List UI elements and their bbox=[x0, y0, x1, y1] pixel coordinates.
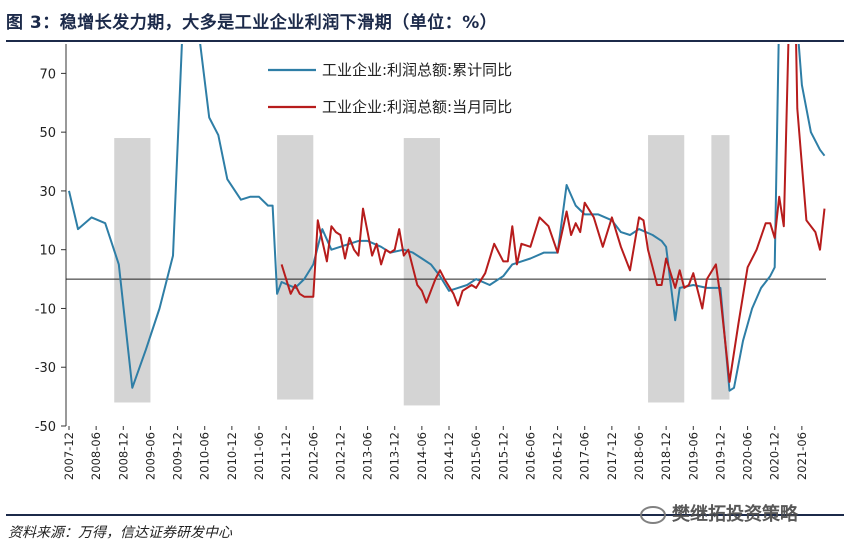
x-tick-label: 2018-06 bbox=[632, 432, 646, 480]
x-tick-label: 2011-12 bbox=[279, 432, 293, 480]
y-tick-label: -30 bbox=[35, 361, 56, 376]
x-tick-label: 2020-06 bbox=[741, 432, 755, 480]
x-tick-label: 2010-06 bbox=[198, 432, 212, 480]
figure-title: 图 3：稳增长发力期，大多是工业企业利润下滑期（单位：%） bbox=[6, 13, 498, 33]
series-line-1 bbox=[280, 44, 826, 383]
x-tick-label: 2009-12 bbox=[171, 432, 185, 480]
x-tick-label: 2009-06 bbox=[143, 432, 157, 480]
series-lines bbox=[68, 44, 826, 392]
x-tick-label: 2012-12 bbox=[333, 432, 347, 480]
x-tick-label: 2013-12 bbox=[388, 432, 402, 480]
x-axis: 2007-12 2008-06 2008-12 2009-06 2009-12 2010-… bbox=[62, 426, 809, 480]
shaded-period-3 bbox=[648, 135, 685, 403]
wechat-icon bbox=[640, 506, 666, 524]
y-tick-label: -10 bbox=[35, 302, 56, 317]
x-tick-label: 2014-06 bbox=[415, 432, 429, 480]
footer-rule bbox=[6, 514, 844, 516]
y-axis: -50 -30 -10 10 30 50 70 bbox=[35, 67, 66, 435]
watermark-text: 樊继拓投资策略 bbox=[672, 504, 798, 525]
x-tick-label: 2020-12 bbox=[768, 432, 782, 480]
x-tick-label: 2017-12 bbox=[605, 432, 619, 480]
x-tick-label: 2017-06 bbox=[578, 432, 592, 480]
x-tick-label: 2011-06 bbox=[252, 432, 266, 480]
x-tick-label: 2019-12 bbox=[713, 432, 727, 480]
x-tick-label: 2016-06 bbox=[523, 432, 537, 480]
x-tick-label: 2021-06 bbox=[795, 432, 809, 480]
series-line-0 bbox=[68, 44, 826, 392]
x-tick-label: 2015-12 bbox=[496, 432, 510, 480]
legend: 工业企业:利润总额:累计同比 工业企业:利润总额:当月同比 bbox=[268, 61, 512, 116]
x-tick-label: 2016-12 bbox=[551, 432, 565, 480]
legend-label-cumulative: 工业企业:利润总额:累计同比 bbox=[322, 61, 512, 79]
x-tick-label: 2007-12 bbox=[62, 432, 76, 480]
y-tick-label: 50 bbox=[39, 126, 56, 141]
y-tick-label: -50 bbox=[35, 420, 56, 435]
title-rule bbox=[6, 40, 844, 42]
x-tick-label: 2014-12 bbox=[442, 432, 456, 480]
x-tick-label: 2008-12 bbox=[116, 432, 130, 480]
x-tick-label: 2019-06 bbox=[686, 432, 700, 480]
x-tick-label: 2013-06 bbox=[361, 432, 375, 480]
shaded-period-2 bbox=[403, 138, 440, 406]
y-tick-label: 70 bbox=[39, 67, 56, 82]
watermark: 樊继拓投资策略 bbox=[640, 500, 798, 526]
x-tick-label: 2010-12 bbox=[225, 432, 239, 480]
source-note: 资料来源：万得，信达证券研发中心 bbox=[8, 525, 232, 541]
shaded-periods bbox=[114, 135, 730, 406]
y-tick-label: 30 bbox=[39, 185, 56, 200]
y-tick-label: 10 bbox=[39, 244, 56, 259]
x-tick-label: 2012-06 bbox=[306, 432, 320, 480]
x-tick-label: 2015-06 bbox=[469, 432, 483, 480]
x-tick-label: 2018-12 bbox=[659, 432, 673, 480]
x-tick-label: 2008-06 bbox=[89, 432, 103, 480]
legend-label-monthly: 工业企业:利润总额:当月同比 bbox=[322, 98, 512, 116]
